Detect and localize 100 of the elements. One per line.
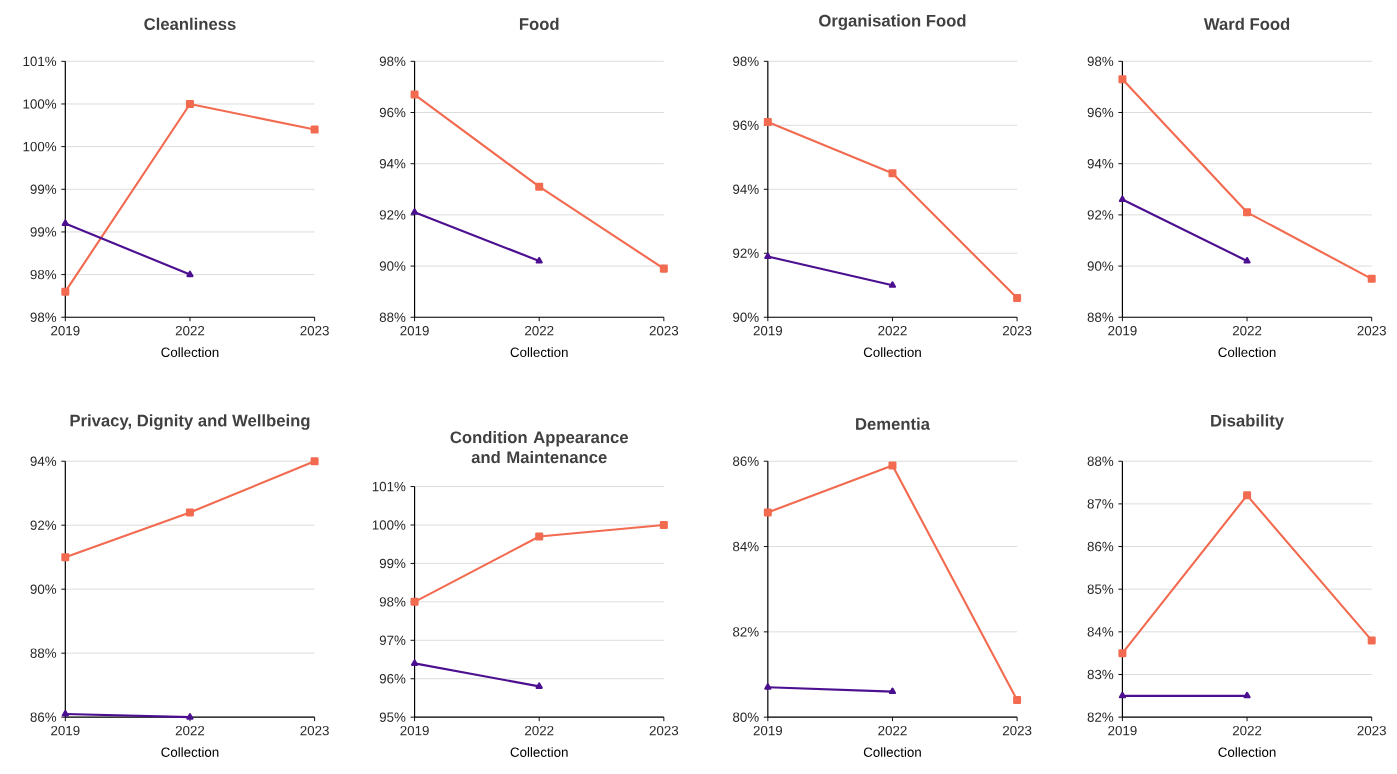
x-tick-label: 2019 <box>51 725 80 736</box>
y-tick-label: 99% <box>379 558 406 568</box>
chart-title: Food <box>519 17 559 30</box>
y-tick-label: 90% <box>733 312 759 322</box>
x-tick-label: 2023 <box>649 725 679 736</box>
point <box>763 508 772 517</box>
y-tick-label: 92% <box>733 248 759 258</box>
y-tick-label: 94% <box>1087 158 1114 169</box>
point <box>310 457 319 465</box>
x-axis-title: Collection <box>161 746 219 757</box>
chart-title: Organisation Food <box>819 14 966 30</box>
y-tick-label: 99% <box>30 184 57 194</box>
x-axis-title: Collection <box>1218 746 1276 757</box>
x-tick-label: 2019 <box>1108 725 1137 736</box>
y-tick-label: 96% <box>379 673 406 684</box>
y-tick-label: 96% <box>379 107 406 117</box>
y-tick-label: 87% <box>1087 498 1114 509</box>
x-tick-label: 2019 <box>1108 325 1137 336</box>
y-tick-label: 82% <box>1087 712 1114 722</box>
point <box>659 520 668 529</box>
y-tick-label: 86% <box>733 456 759 466</box>
y-tick-label: 85% <box>1087 584 1114 594</box>
point <box>1118 648 1127 657</box>
x-tick-label: 2019 <box>400 725 429 736</box>
x-tick-label: 2023 <box>649 325 679 336</box>
x-tick-label: 2022 <box>525 325 554 336</box>
point <box>1367 274 1376 283</box>
chart-title: Disability <box>1211 414 1285 430</box>
y-tick-label: 94% <box>30 456 57 466</box>
y-tick-label: 96% <box>1087 107 1114 117</box>
x-tick-label: 2019 <box>51 325 80 336</box>
x-tick-label: 2023 <box>1002 325 1032 336</box>
point <box>888 461 897 470</box>
chart-title: Condition Appearance and Maintenance <box>450 430 628 463</box>
y-tick-label: 98% <box>379 596 406 607</box>
y-tick-label: 86% <box>1087 541 1114 552</box>
x-tick-label: 2022 <box>175 725 205 736</box>
x-tick-label: 2022 <box>878 725 907 736</box>
chart-title: Dementia <box>856 417 931 430</box>
point <box>1243 491 1252 500</box>
x-axis-title: Collection <box>863 746 921 757</box>
y-tick-label: 80% <box>733 712 759 722</box>
y-tick-label: 84% <box>1087 626 1114 637</box>
y-tick-label: 97% <box>379 635 406 645</box>
y-tick-label: 88% <box>1087 312 1114 322</box>
point <box>410 597 419 606</box>
x-tick-label: 2023 <box>1357 325 1386 336</box>
x-tick-label: 2022 <box>878 325 907 336</box>
point <box>763 117 772 126</box>
y-tick-label: 100% <box>372 520 406 530</box>
chart-title: Cleanliness <box>144 17 236 30</box>
point <box>535 532 544 541</box>
y-tick-label: 98% <box>1087 56 1114 66</box>
y-tick-label: 92% <box>1087 209 1114 220</box>
x-tick-label: 2022 <box>525 725 554 736</box>
x-tick-label: 2022 <box>175 325 205 336</box>
y-tick-label: 88% <box>1087 456 1114 466</box>
point <box>61 552 70 561</box>
point <box>1013 695 1022 704</box>
x-axis-title: Collection <box>863 346 921 357</box>
point <box>1013 293 1022 302</box>
y-tick-label: 98% <box>30 312 57 322</box>
y-tick-label: 84% <box>733 541 759 552</box>
y-tick-label: 101% <box>23 56 57 66</box>
x-axis-title: Collection <box>510 346 568 357</box>
y-tick-label: 98% <box>379 56 406 66</box>
point <box>185 99 194 108</box>
x-axis-title: Collection <box>161 346 219 357</box>
y-tick-label: 98% <box>733 56 759 66</box>
x-tick-label: 2022 <box>1232 325 1262 336</box>
x-tick-label: 2023 <box>1002 725 1032 736</box>
y-tick-label: 100% <box>23 99 57 109</box>
x-tick-label: 2022 <box>1232 725 1262 736</box>
y-tick-label: 90% <box>30 584 57 594</box>
y-tick-label: 101% <box>372 481 406 492</box>
y-tick-label: 92% <box>30 520 57 530</box>
x-axis-title: Collection <box>1218 346 1276 357</box>
y-tick-label: 86% <box>30 712 57 722</box>
y-tick-label: 88% <box>379 312 406 322</box>
point <box>659 264 668 273</box>
y-tick-label: 98% <box>30 269 57 280</box>
y-tick-label: 95% <box>379 712 406 722</box>
y-tick-label: 100% <box>23 141 57 152</box>
chart-title: Privacy, Dignity and Wellbeing <box>70 414 310 430</box>
point <box>1367 636 1376 645</box>
y-tick-label: 96% <box>733 120 759 130</box>
point <box>185 508 194 517</box>
point <box>535 182 544 191</box>
x-tick-label: 2019 <box>753 325 783 336</box>
point <box>1243 208 1252 217</box>
point <box>310 125 319 134</box>
y-tick-label: 83% <box>1087 669 1114 679</box>
x-tick-label: 2019 <box>753 725 783 736</box>
x-tick-label: 2023 <box>1357 725 1386 736</box>
y-tick-label: 94% <box>733 184 759 194</box>
point <box>888 169 897 178</box>
point <box>61 287 70 296</box>
y-tick-label: 82% <box>733 626 759 637</box>
x-tick-label: 2023 <box>300 725 329 736</box>
point <box>410 90 419 99</box>
